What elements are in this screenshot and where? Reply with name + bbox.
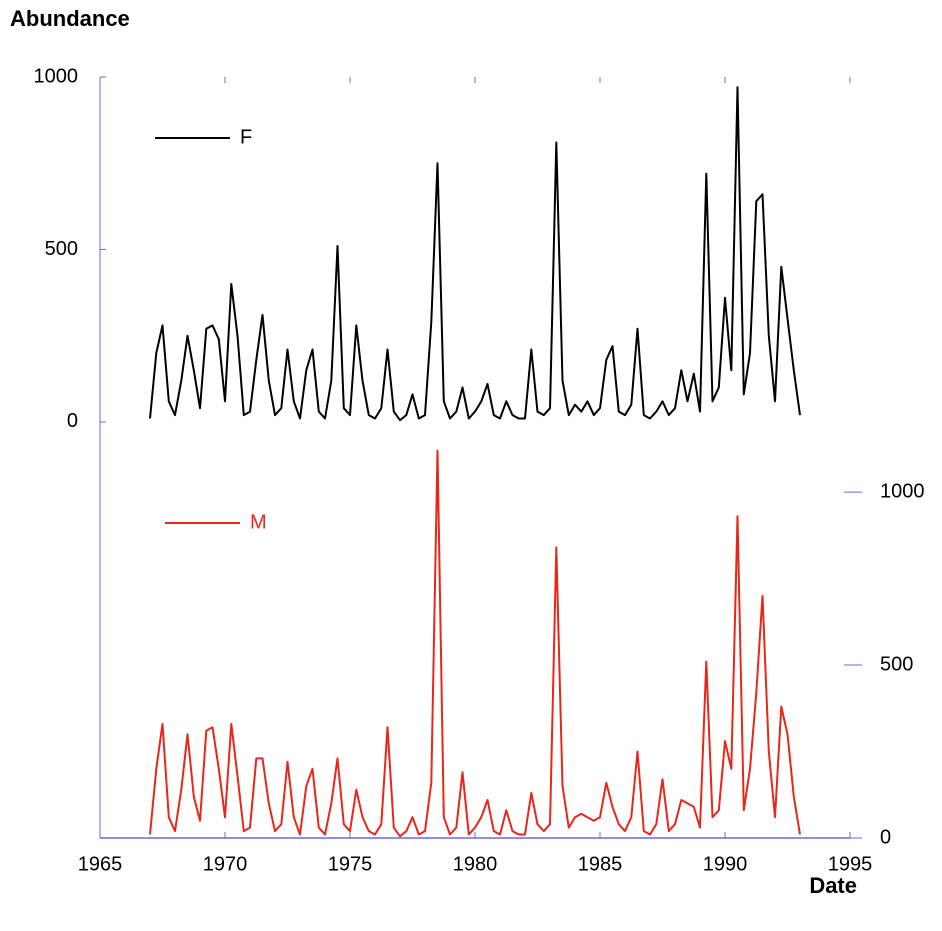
x-tick-label: 1985 (578, 853, 623, 875)
y-tick-label: 1000 (34, 65, 79, 87)
y-tick-label: 0 (67, 410, 78, 432)
x-tick-label: 1970 (203, 853, 248, 875)
legend-label: M (250, 511, 267, 533)
y2-tick-label: 1000 (880, 480, 925, 502)
legend-label: F (240, 126, 252, 148)
series-line (149, 86, 801, 422)
x-tick-label: 1980 (453, 853, 498, 875)
x-tick-label: 1995 (828, 853, 873, 875)
series-line (149, 449, 801, 838)
y-axis-label: Abundance (10, 6, 130, 31)
y-tick-label: 500 (45, 238, 78, 260)
x-axis-label: Date (809, 873, 857, 898)
x-tick-label: 1990 (703, 853, 748, 875)
y2-tick-label: 0 (880, 826, 891, 848)
x-tick-label: 1975 (328, 853, 373, 875)
x-tick-label: 1965 (78, 853, 123, 875)
y2-tick-label: 500 (880, 653, 913, 675)
